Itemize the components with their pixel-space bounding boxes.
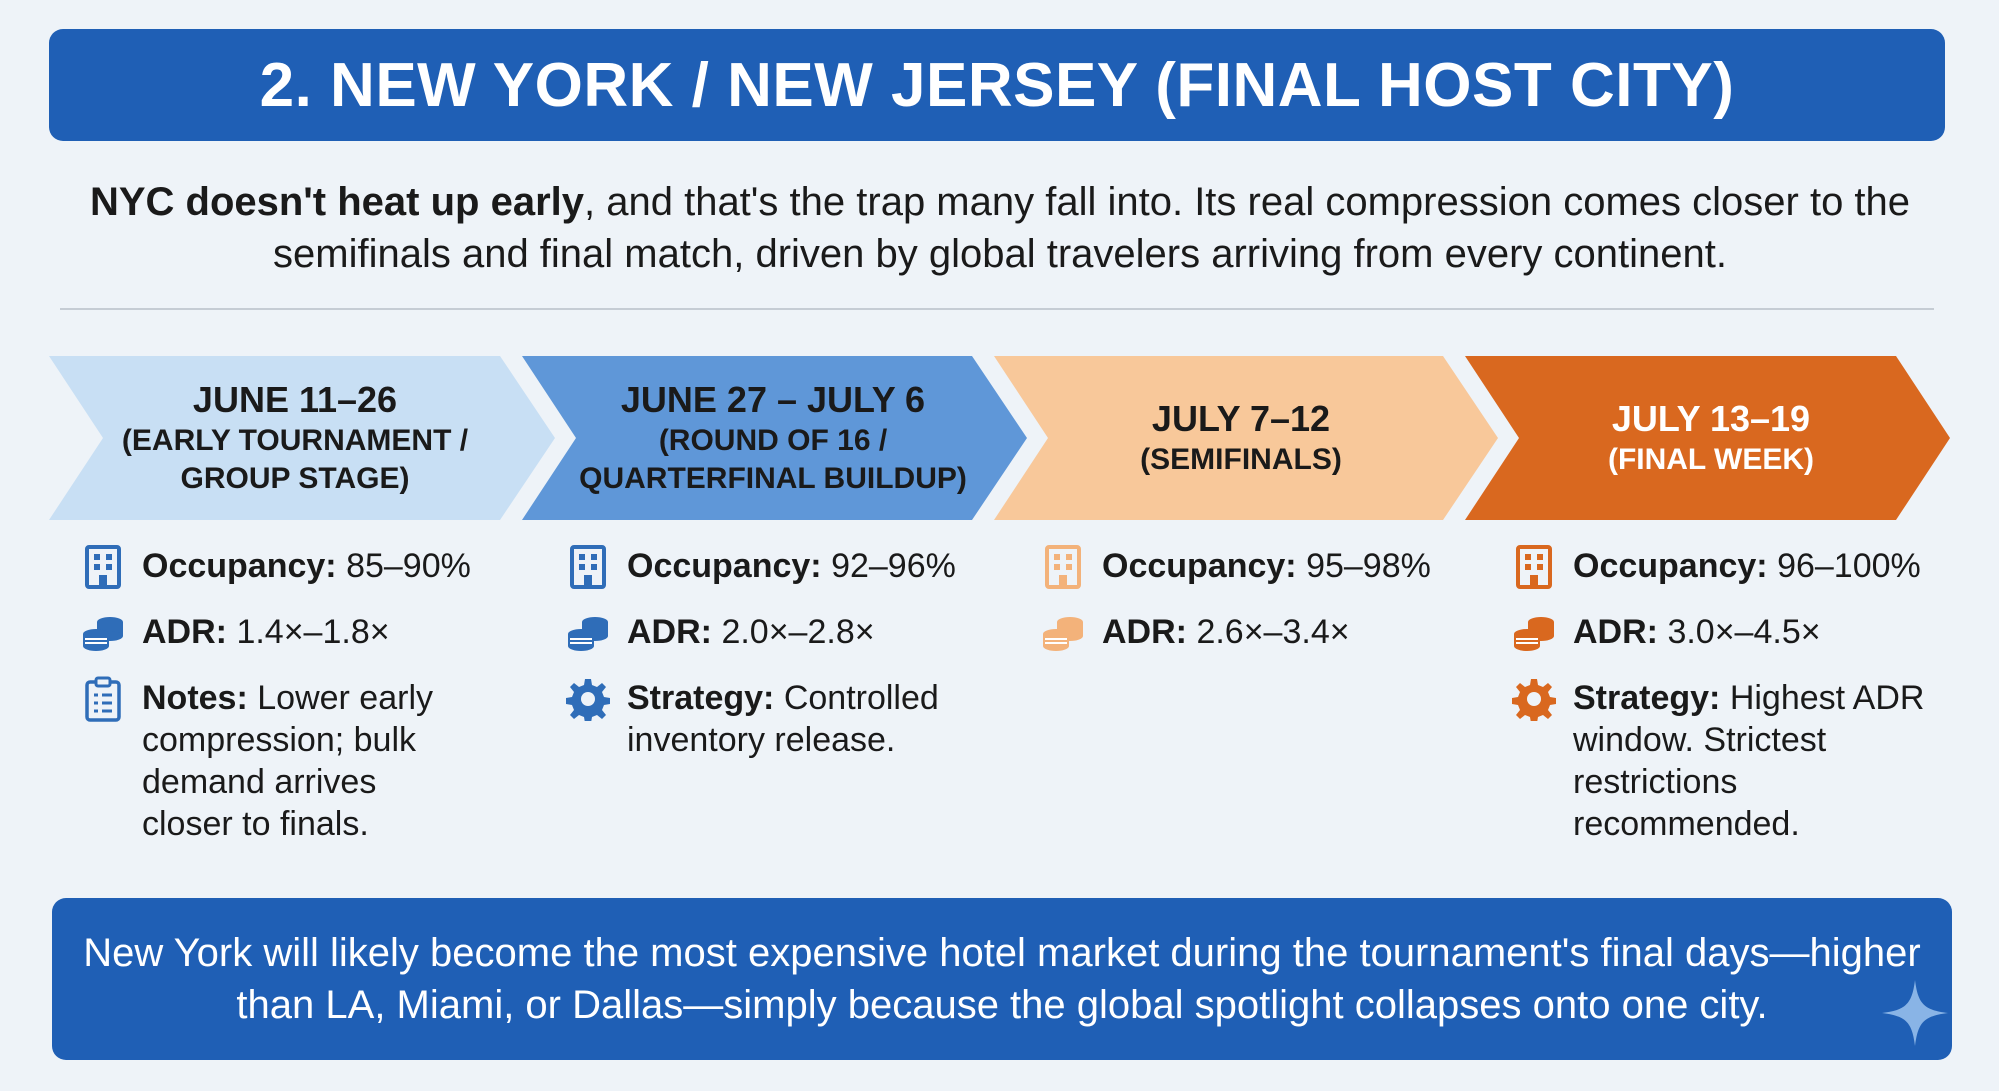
- phase-details-1: Occupancy: 85–90% ADR: 1.4×–1.8× Notes: …: [78, 545, 518, 867]
- phase-details-3: Occupancy: 95–98% ADR: 2.6×–3.4×: [1038, 545, 1478, 677]
- sparkle-icon: [1882, 980, 1948, 1046]
- strategy-value: Controlled inventory release.: [627, 679, 939, 759]
- building-icon: [78, 545, 128, 589]
- adr-value: 2.6×–3.4×: [1196, 613, 1350, 651]
- divider: [60, 308, 1934, 310]
- strategy-row: Strategy: Highest ADR window. Strictest …: [1509, 677, 1949, 845]
- phase-details-4: Occupancy: 96–100% ADR: 3.0×–4.5× Strate…: [1509, 545, 1949, 867]
- occupancy-value: 95–98%: [1306, 547, 1431, 585]
- adr-value: 3.0×–4.5×: [1667, 613, 1821, 651]
- notes-row: Notes: Lower early compression; bulk dem…: [78, 676, 518, 845]
- occupancy-label: Occupancy:: [627, 547, 822, 585]
- phase-label-3: JULY 7–12 (SEMIFINALS): [1006, 356, 1476, 520]
- occupancy-label: Occupancy:: [1573, 547, 1768, 585]
- phase-arrow-3: [994, 356, 1498, 520]
- adr-label: ADR:: [627, 613, 712, 651]
- phase-subtitle: (SEMIFINALS): [1140, 443, 1342, 476]
- intro-bold: NYC doesn't heat up early: [89, 180, 584, 224]
- phase-subtitle: (EARLY TOURNAMENT /: [121, 424, 469, 457]
- coins-icon: [78, 611, 128, 655]
- adr-value: 2.0×–2.8×: [721, 613, 875, 651]
- phase-arrow-4: [1465, 356, 1950, 520]
- phase-date: JUNE 27 – JULY 6: [620, 379, 926, 420]
- occupancy-row: Occupancy: 95–98%: [1038, 545, 1478, 589]
- occupancy-label: Occupancy:: [142, 547, 337, 585]
- phase-subtitle: (ROUND OF 16 /: [658, 424, 888, 457]
- intro-rest: , and that's the trap many fall into. It…: [273, 180, 1911, 276]
- phase-label-2: JUNE 27 – JULY 6 (ROUND OF 16 / QUARTERF…: [538, 356, 1008, 520]
- coins-icon: [1509, 611, 1559, 655]
- occupancy-row: Occupancy: 96–100%: [1509, 545, 1949, 589]
- strategy-row: Strategy: Controlled inventory release.: [563, 677, 1003, 761]
- phase-subtitle: (FINAL WEEK): [1607, 443, 1815, 476]
- occupancy-value: 96–100%: [1777, 547, 1921, 585]
- clipboard-icon: [78, 676, 128, 722]
- phase-details-2: Occupancy: 92–96% ADR: 2.0×–2.8× Strateg…: [563, 545, 1003, 783]
- building-icon: [1509, 545, 1559, 589]
- adr-row: ADR: 3.0×–4.5×: [1509, 611, 1949, 655]
- coins-icon: [1038, 611, 1088, 655]
- phase-arrow-1: [49, 356, 555, 520]
- phase-date: JUNE 11–26: [192, 379, 398, 420]
- adr-label: ADR:: [142, 613, 227, 651]
- phase-date: JULY 7–12: [1151, 398, 1331, 439]
- strategy-value: Highest ADR window. Strictest restrictio…: [1573, 679, 1925, 843]
- phase-arrow-2: [522, 356, 1027, 520]
- adr-value: 1.4×–1.8×: [236, 613, 390, 651]
- phase-label-4: JULY 13–19 (FINAL WEEK): [1476, 356, 1946, 520]
- notes-value: Lower early compression; bulk demand arr…: [142, 679, 433, 843]
- adr-label: ADR:: [1573, 613, 1658, 651]
- footer-text: New York will likely become the most exp…: [83, 931, 1921, 1027]
- gear-icon: [1509, 677, 1559, 721]
- occupancy-label: Occupancy:: [1102, 547, 1297, 585]
- title-banner: 2. NEW YORK / NEW JERSEY (FINAL HOST CIT…: [49, 29, 1945, 141]
- adr-row: ADR: 2.6×–3.4×: [1038, 611, 1478, 655]
- phase-label-1: JUNE 11–26 (EARLY TOURNAMENT / GROUP STA…: [60, 356, 530, 520]
- footer-banner: New York will likely become the most exp…: [52, 898, 1952, 1060]
- phase-subtitle: QUARTERFINAL BUILDUP): [579, 462, 967, 495]
- notes-label: Notes:: [142, 679, 248, 717]
- adr-row: ADR: 1.4×–1.8×: [78, 611, 518, 655]
- coins-icon: [563, 611, 613, 655]
- occupancy-row: Occupancy: 85–90%: [78, 545, 518, 589]
- intro-text: NYC doesn't heat up early, and that's th…: [60, 176, 1940, 280]
- occupancy-value: 92–96%: [831, 547, 956, 585]
- adr-label: ADR:: [1102, 613, 1187, 651]
- phase-date: JULY 13–19: [1611, 398, 1811, 439]
- building-icon: [1038, 545, 1088, 589]
- gear-icon: [563, 677, 613, 721]
- page-title: 2. NEW YORK / NEW JERSEY (FINAL HOST CIT…: [259, 50, 1735, 120]
- building-icon: [563, 545, 613, 589]
- occupancy-row: Occupancy: 92–96%: [563, 545, 1003, 589]
- occupancy-value: 85–90%: [346, 547, 471, 585]
- adr-row: ADR: 2.0×–2.8×: [563, 611, 1003, 655]
- strategy-label: Strategy:: [627, 679, 775, 717]
- strategy-label: Strategy:: [1573, 679, 1721, 717]
- phase-subtitle: GROUP STAGE): [180, 462, 410, 495]
- timeline-arrows: [49, 356, 1950, 520]
